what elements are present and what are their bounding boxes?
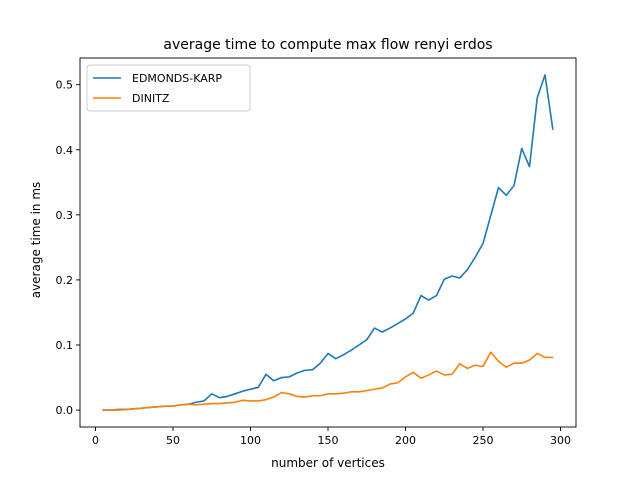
legend-box	[86, 64, 251, 112]
legend-label: EDMONDS-KARP	[132, 72, 222, 85]
y-axis-label: average time in ms	[29, 182, 43, 299]
y-tick-label: 0.0	[56, 404, 74, 417]
y-tick-label: 0.3	[56, 209, 74, 222]
x-tick-label: 0	[92, 434, 99, 447]
x-tick-label: 300	[550, 434, 571, 447]
legend: EDMONDS-KARP DINITZ	[86, 64, 251, 112]
x-tick-label: 200	[395, 434, 416, 447]
y-tick-label: 0.2	[56, 274, 74, 287]
series-layer	[102, 74, 554, 411]
x-tick-label: 100	[240, 434, 261, 447]
axes-layer: 0 50 100 150 200 250 300 0.0 0.1 0.2 0.3 0.4 0.5	[56, 57, 577, 447]
legend-label: DINITZ	[132, 92, 170, 105]
x-tick-label: 50	[166, 434, 180, 447]
y-tick-label: 0.5	[56, 79, 74, 92]
y-tick-label: 0.1	[56, 339, 74, 352]
x-tick-label: 250	[473, 434, 494, 447]
x-tick-label: 150	[318, 434, 339, 447]
chart-title: average time to compute max flow renyi e…	[163, 37, 492, 53]
y-tick-label: 0.4	[56, 144, 74, 157]
x-axis-label: number of vertices	[271, 456, 385, 470]
series-line-dinitz	[102, 351, 554, 411]
